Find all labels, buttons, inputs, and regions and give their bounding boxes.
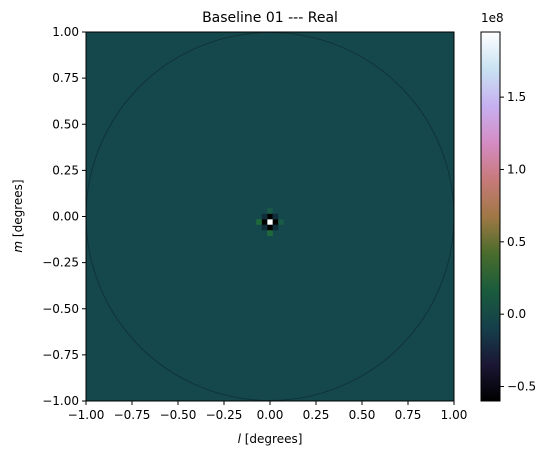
x-tick-label: −1.00 — [68, 408, 105, 422]
y-tick-label: 0.75 — [52, 71, 79, 85]
colorbar-tick-label: 1.0 — [507, 162, 526, 176]
colorbar-tick-label: 0.0 — [507, 307, 526, 321]
y-tick-label: −0.50 — [42, 302, 79, 316]
heatmap-cell — [272, 219, 279, 225]
colorbar — [480, 31, 501, 402]
x-tick-label: 0.00 — [257, 408, 284, 422]
heatmap-cell — [278, 219, 284, 225]
colorbar-tick-label: 0.5 — [507, 235, 526, 249]
heatmap-cell — [261, 219, 268, 225]
y-axis: 1.00 0.75 0.50 0.25 0.00 −0.25 −0.50 −0.75 −1.00 — [42, 25, 86, 408]
heatmap-cell — [261, 213, 268, 220]
colorbar-tick-label: −0.5 — [507, 380, 536, 394]
heatmap-cell — [272, 213, 279, 220]
heatmap-cell — [267, 213, 273, 220]
chart-title: Baseline 01 --- Real — [202, 10, 338, 26]
y-tick-label: 0.50 — [52, 117, 79, 131]
x-tick-label: 0.50 — [349, 408, 376, 422]
y-tick-label: −0.75 — [42, 348, 79, 362]
x-axis-label: l [degrees] — [238, 432, 303, 446]
y-tick-label: −1.00 — [42, 394, 79, 408]
colorbar-multiplier: 1e8 — [481, 11, 504, 25]
colorbar-tick-label: 1.5 — [507, 90, 526, 104]
heatmap-cell — [267, 230, 273, 236]
x-tick-label: −0.25 — [206, 408, 243, 422]
y-tick-label: −0.25 — [42, 256, 79, 270]
heatmap-cell — [267, 219, 273, 225]
colorbar-axis: 1.5 1.0 0.5 0.0 −0.5 — [500, 90, 536, 394]
heatmap-cell — [261, 224, 268, 231]
x-axis: −1.00 −0.75 −0.50 −0.25 0.00 0.25 0.50 0.75 1.00 — [68, 401, 468, 422]
heatmap-cell — [267, 224, 273, 231]
y-axis-label: m [degrees] — [11, 179, 25, 252]
x-tick-label: 0.75 — [395, 408, 422, 422]
heatmap-cells — [256, 208, 284, 236]
y-tick-label: 1.00 — [52, 25, 79, 39]
y-tick-label: 0.25 — [52, 163, 79, 177]
x-tick-label: 0.25 — [303, 408, 330, 422]
y-tick-label: 0.00 — [52, 210, 79, 224]
heatmap-cell — [256, 219, 262, 225]
x-tick-label: 1.00 — [441, 408, 468, 422]
heatmap-cell — [272, 224, 279, 231]
x-tick-label: −0.75 — [114, 408, 151, 422]
x-tick-label: −0.50 — [160, 408, 197, 422]
heatmap-cell — [267, 208, 273, 214]
